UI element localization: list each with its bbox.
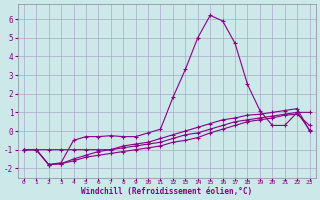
X-axis label: Windchill (Refroidissement éolien,°C): Windchill (Refroidissement éolien,°C) <box>81 187 252 196</box>
